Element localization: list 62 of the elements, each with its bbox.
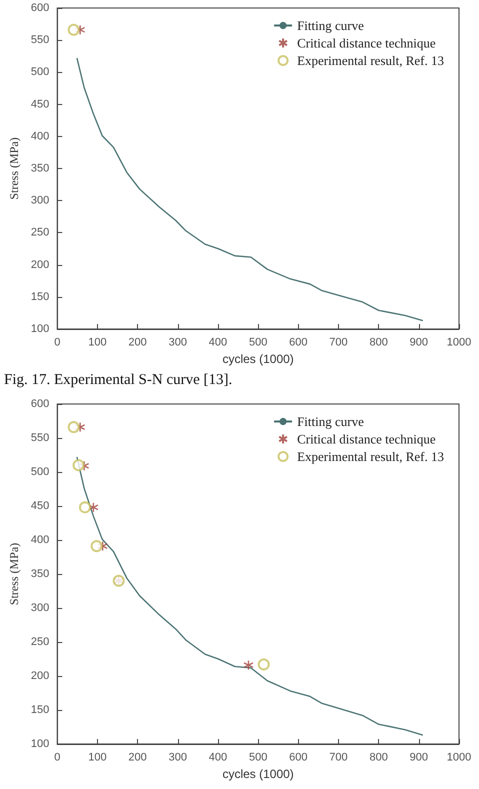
x-tick-label: 0	[54, 336, 60, 348]
x-tick-label: 700	[329, 336, 348, 348]
x-tick-label: 600	[289, 752, 308, 764]
legend-label: Fitting curve	[297, 18, 364, 33]
x-tick-label: 500	[248, 336, 268, 348]
y-tick-label: 550	[30, 34, 50, 46]
x-tick-label: 900	[410, 336, 428, 348]
point	[243, 660, 254, 670]
x-tick-label: 600	[289, 336, 308, 348]
y-tick-label: 350	[30, 568, 50, 580]
x-tick-label: 100	[88, 336, 107, 348]
y-tick-label: 200	[30, 258, 50, 271]
x-tick-label: 300	[168, 752, 187, 764]
x-tick-label: 1000	[446, 752, 472, 764]
x-axis-title: cycles (1000)	[222, 352, 294, 366]
y-tick-label: 300	[30, 602, 50, 614]
x-tick-label: 500	[248, 752, 268, 764]
x-tick-label: 200	[128, 336, 147, 348]
legend-label: Fitting curve	[297, 414, 364, 429]
y-tick-label: 450	[30, 500, 50, 512]
y-tick-label: 250	[30, 226, 50, 239]
x-tick-label: 900	[410, 752, 428, 764]
point	[68, 421, 80, 434]
x-axis-title: cycles (1000)	[222, 767, 294, 781]
y-tick-label: 500	[30, 66, 50, 78]
x-tick-label: 400	[208, 752, 228, 764]
x-tick-label: 800	[369, 336, 388, 348]
x-tick-label: 0	[54, 752, 60, 764]
x-tick-label: 300	[168, 336, 187, 348]
y-tick-label: 600	[30, 2, 50, 14]
legend-label: Critical distance technique	[297, 36, 436, 50]
y-tick-label: 100	[30, 323, 50, 335]
y-tick-label: 350	[30, 162, 50, 174]
point	[258, 658, 270, 670]
point	[72, 459, 85, 472]
x-tick-label: 200	[128, 752, 147, 764]
legend-label: Experimental result, Ref. 13	[297, 53, 444, 68]
y-tick-label: 550	[30, 432, 50, 444]
legend-label: Experimental result, Ref. 13	[297, 449, 444, 464]
y-tick-label: 400	[30, 534, 50, 546]
y-tick-label: 300	[30, 194, 50, 207]
legend-label: Critical distance technique	[297, 432, 436, 446]
x-tick-label: 800	[369, 752, 388, 764]
x-tick-label: 400	[208, 336, 228, 348]
x-tick-label: 100	[88, 752, 107, 764]
y-tick-label: 450	[30, 98, 50, 110]
y-tick-label: 400	[30, 130, 50, 142]
y-tick-label: 150	[30, 290, 50, 303]
y-axis-title: Stress (MPa)	[7, 542, 21, 606]
caption: Fig. 17. Experimental S-N curve [13].	[3, 371, 234, 390]
y-tick-label: 500	[30, 466, 50, 478]
x-tick-label: 1000	[446, 336, 472, 348]
y-tick-label: 250	[30, 636, 50, 648]
x-tick-label: 700	[329, 752, 348, 764]
point	[90, 540, 103, 552]
point	[88, 502, 99, 513]
y-tick-label: 150	[30, 704, 50, 716]
y-tick-label: 600	[30, 398, 50, 410]
point	[78, 501, 91, 514]
y-tick-label: 100	[30, 738, 50, 750]
y-axis-title: Stress (MPa)	[7, 137, 21, 200]
y-tick-label: 200	[30, 670, 50, 682]
